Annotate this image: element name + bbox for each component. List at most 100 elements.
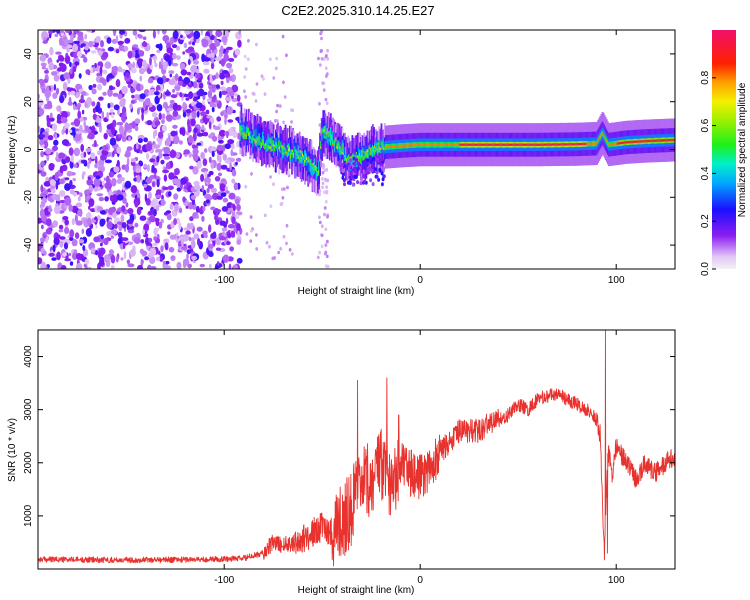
spectrogram-noise-cell	[191, 255, 198, 261]
spectrogram-noise-cell	[130, 185, 138, 194]
spectrogram-noise-cell	[79, 124, 83, 133]
spectrogram-ridge-cell	[278, 147, 280, 150]
spectrogram-noise-cell	[171, 44, 178, 49]
spectrogram-ridge-cell	[241, 129, 244, 133]
spectrogram-ridge-cell	[249, 133, 251, 136]
colorbar-tick-label: 0.8	[700, 70, 711, 84]
spectrogram-ridge-cell	[458, 143, 460, 146]
spectrogram-ridge-cell	[443, 143, 445, 146]
spectrogram-noise-cell	[115, 255, 119, 263]
spectrogram-ridge-cell	[365, 151, 368, 158]
spectrogram-noise-cell	[325, 72, 329, 76]
spectrogram-noise-cell	[104, 159, 112, 164]
spectrogram-noise-cell	[121, 68, 126, 73]
spectrogram-ridge-cell	[461, 143, 464, 146]
spectrogram-noise-cell	[228, 263, 232, 269]
spectrogram-noise-cell	[118, 134, 123, 139]
spectrogram-noise-cell	[135, 168, 142, 173]
spectrogram-ridge-cell	[270, 145, 273, 152]
spectrogram-noise-cell	[169, 37, 174, 45]
spectrogram-noise-cell	[139, 93, 146, 100]
spectrogram-ridge-cell	[435, 143, 438, 146]
spectrogram-noise-cell	[49, 112, 53, 119]
spectrogram-noise-cell	[41, 160, 45, 167]
spectrogram-ridge-cell	[298, 156, 301, 160]
spectrogram-ridge-cell	[356, 166, 360, 171]
spectrogram-noise-cell	[48, 30, 53, 34]
colorbar-tick-label: 0.0	[700, 262, 711, 276]
spectrogram-noise-cell	[67, 78, 71, 84]
spectrogram-ridge-cell	[265, 143, 268, 146]
spectrogram-ridge-cell	[245, 130, 248, 134]
spectrogram-ridge-cell	[529, 143, 532, 146]
spectrogram-noise-cell	[225, 62, 233, 69]
spectrogram-noise-cell	[324, 97, 328, 102]
spectrogram-noise-cell	[144, 98, 151, 106]
spectrogram-ridge-cell	[328, 131, 331, 137]
spectrogram-noise-cell	[158, 151, 163, 159]
spectrogram-noise-cell	[275, 56, 279, 61]
spectrogram-noise-cell	[43, 78, 49, 84]
spectrogram-noise-cell	[78, 239, 85, 244]
spectrogram-noise-cell	[223, 112, 228, 119]
spectrogram-noise-cell	[236, 94, 241, 102]
spectrogram-ridge-cell	[349, 158, 353, 163]
spectrogram-ridge-cell	[323, 125, 326, 139]
spectrogram-noise-cell	[170, 160, 173, 169]
spectrogram-noise-cell	[210, 187, 217, 193]
spectrogram-noise-cell	[141, 107, 145, 114]
spectrogram-noise-cell	[157, 131, 164, 139]
spectrogram-ridge-cell	[382, 174, 386, 179]
spectrogram-noise-cell	[80, 43, 84, 49]
spectrogram-noise-cell	[168, 70, 175, 75]
spectrogram-noise-cell	[122, 241, 126, 250]
spectrogram-noise-cell	[206, 98, 212, 102]
spectrogram-ridge-cell	[304, 160, 306, 166]
spectrogram-noise-cell	[53, 139, 59, 146]
spectrogram-ridge-cell	[595, 142, 597, 145]
spectrogram-noise-cell	[230, 144, 235, 150]
spectrogram-ridge-cell	[479, 143, 482, 146]
spectrogram-noise-cell	[237, 39, 242, 48]
spectrogram-ridge-cell	[557, 143, 560, 146]
spectrogram-noise-cell	[40, 171, 47, 177]
spectrogram-ridge-cell	[409, 144, 412, 147]
spectrogram-noise-cell	[57, 152, 66, 159]
spectrogram-noise-cell	[39, 54, 47, 62]
spectrogram-noise-cell	[202, 131, 209, 137]
spectrogram-ridge-cell	[669, 138, 672, 142]
spectrogram-ridge-cell	[264, 144, 266, 147]
spectrogram-ridge-cell	[457, 143, 459, 146]
spectrogram-ridge-cell	[558, 143, 561, 146]
spectrogram-noise-cell	[214, 40, 221, 47]
spectrogram-ridge-cell	[406, 144, 409, 147]
spectrogram-noise-cell	[109, 137, 117, 146]
spectrogram-noise-cell	[99, 66, 103, 75]
spectrogram-ridge-cell	[573, 143, 576, 146]
spectrogram-ridge-cell	[628, 140, 631, 144]
spectrogram-noise-cell	[325, 189, 329, 194]
spectrogram-noise-cell	[322, 57, 326, 61]
spectrogram-ridge-cell	[367, 149, 370, 152]
spectrogram-ridge-cell	[548, 143, 551, 146]
spectrogram-noise-cell	[119, 30, 126, 35]
spectrogram-ridge-cell	[552, 143, 554, 146]
spectrogram-noise-cell	[121, 136, 127, 142]
spectrogram-noise-cell	[204, 170, 208, 178]
spectrogram-noise-cell	[149, 247, 157, 257]
spectrogram-noise-cell	[104, 196, 109, 202]
spectrogram-noise-cell	[269, 175, 272, 179]
spectrogram-ridge-cell	[653, 139, 656, 142]
spectrogram-ridge-cell	[472, 143, 474, 146]
spectrogram-noise-cell	[193, 60, 199, 65]
spectrogram-ridge-cell	[395, 145, 398, 148]
spectrogram-noise-cell	[88, 198, 95, 207]
spectrogram-noise-cell	[325, 101, 329, 106]
spectrogram-noise-cell	[190, 237, 195, 242]
spectrogram-ridge-cell	[356, 161, 360, 166]
spectrogram-noise-cell	[144, 193, 148, 202]
spectrogram-ridge-cell	[571, 143, 574, 146]
spectrogram-noise-cell	[40, 200, 46, 208]
spectrogram-ridge-cell	[239, 128, 242, 141]
spectrogram-noise-cell	[193, 127, 198, 134]
